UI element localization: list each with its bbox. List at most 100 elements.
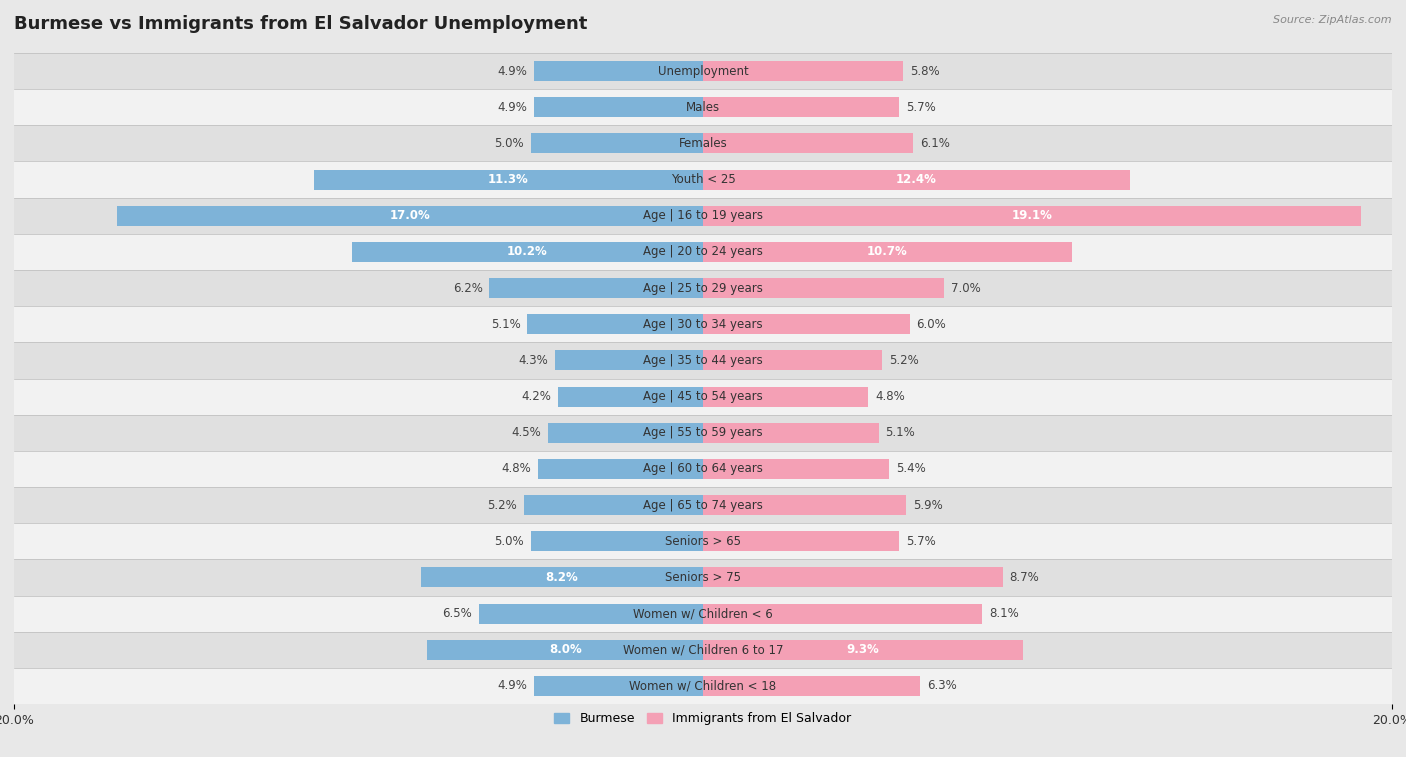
Text: Females: Females bbox=[679, 137, 727, 150]
Bar bbox=[14, 126, 1392, 161]
Bar bbox=[703, 133, 912, 154]
Bar bbox=[703, 603, 981, 624]
Text: 5.2%: 5.2% bbox=[488, 499, 517, 512]
Text: Unemployment: Unemployment bbox=[658, 64, 748, 77]
Bar bbox=[14, 53, 1392, 89]
Text: 8.7%: 8.7% bbox=[1010, 571, 1039, 584]
Bar bbox=[703, 495, 907, 515]
Text: Youth < 25: Youth < 25 bbox=[671, 173, 735, 186]
Text: 5.1%: 5.1% bbox=[491, 318, 520, 331]
Bar bbox=[703, 314, 910, 334]
Text: 5.8%: 5.8% bbox=[910, 64, 939, 77]
Bar bbox=[314, 170, 703, 189]
Text: 11.3%: 11.3% bbox=[488, 173, 529, 186]
Bar bbox=[427, 640, 703, 659]
Text: 9.3%: 9.3% bbox=[846, 643, 880, 656]
Text: Age | 65 to 74 years: Age | 65 to 74 years bbox=[643, 499, 763, 512]
Text: Women w/ Children < 18: Women w/ Children < 18 bbox=[630, 680, 776, 693]
Bar bbox=[703, 242, 1071, 262]
Text: 12.4%: 12.4% bbox=[896, 173, 936, 186]
Bar bbox=[14, 89, 1392, 126]
Bar bbox=[14, 668, 1392, 704]
Text: 4.9%: 4.9% bbox=[498, 680, 527, 693]
Bar bbox=[489, 278, 703, 298]
Text: 5.9%: 5.9% bbox=[912, 499, 943, 512]
Text: Seniors > 65: Seniors > 65 bbox=[665, 534, 741, 548]
Bar bbox=[703, 531, 900, 551]
Text: 5.0%: 5.0% bbox=[495, 534, 524, 548]
Text: 8.1%: 8.1% bbox=[988, 607, 1019, 620]
Bar bbox=[14, 161, 1392, 198]
Text: Women w/ Children 6 to 17: Women w/ Children 6 to 17 bbox=[623, 643, 783, 656]
Bar bbox=[14, 451, 1392, 487]
Text: 4.2%: 4.2% bbox=[522, 390, 551, 403]
Text: 6.0%: 6.0% bbox=[917, 318, 946, 331]
Bar bbox=[703, 568, 1002, 587]
Bar bbox=[14, 631, 1392, 668]
Text: Seniors > 75: Seniors > 75 bbox=[665, 571, 741, 584]
Bar bbox=[703, 387, 869, 407]
Bar bbox=[14, 559, 1392, 596]
Text: Women w/ Children < 6: Women w/ Children < 6 bbox=[633, 607, 773, 620]
Bar bbox=[534, 61, 703, 81]
Bar bbox=[14, 234, 1392, 270]
Bar bbox=[14, 342, 1392, 378]
Text: 4.5%: 4.5% bbox=[512, 426, 541, 439]
Text: 5.2%: 5.2% bbox=[889, 354, 918, 367]
Bar bbox=[527, 314, 703, 334]
Text: 7.0%: 7.0% bbox=[950, 282, 981, 294]
Bar bbox=[555, 350, 703, 370]
Text: Age | 35 to 44 years: Age | 35 to 44 years bbox=[643, 354, 763, 367]
Text: 8.2%: 8.2% bbox=[546, 571, 578, 584]
Bar bbox=[703, 350, 882, 370]
Bar bbox=[703, 98, 900, 117]
Text: 10.7%: 10.7% bbox=[868, 245, 908, 258]
Text: Age | 25 to 29 years: Age | 25 to 29 years bbox=[643, 282, 763, 294]
Bar bbox=[420, 568, 703, 587]
Text: Burmese vs Immigrants from El Salvador Unemployment: Burmese vs Immigrants from El Salvador U… bbox=[14, 15, 588, 33]
Bar bbox=[703, 640, 1024, 659]
Bar bbox=[703, 278, 945, 298]
Bar bbox=[548, 423, 703, 443]
Bar bbox=[703, 61, 903, 81]
Text: Age | 16 to 19 years: Age | 16 to 19 years bbox=[643, 209, 763, 223]
Text: 6.3%: 6.3% bbox=[927, 680, 956, 693]
Text: Age | 30 to 34 years: Age | 30 to 34 years bbox=[643, 318, 763, 331]
Bar bbox=[534, 676, 703, 696]
Text: 5.0%: 5.0% bbox=[495, 137, 524, 150]
Bar bbox=[14, 596, 1392, 631]
Bar bbox=[14, 523, 1392, 559]
Bar bbox=[537, 459, 703, 479]
Text: 8.0%: 8.0% bbox=[548, 643, 582, 656]
Text: 5.1%: 5.1% bbox=[886, 426, 915, 439]
Bar bbox=[534, 98, 703, 117]
Text: 19.1%: 19.1% bbox=[1011, 209, 1053, 223]
Bar bbox=[531, 133, 703, 154]
Text: 4.9%: 4.9% bbox=[498, 64, 527, 77]
Bar bbox=[117, 206, 703, 226]
Text: Age | 45 to 54 years: Age | 45 to 54 years bbox=[643, 390, 763, 403]
Text: 4.8%: 4.8% bbox=[875, 390, 905, 403]
Text: 17.0%: 17.0% bbox=[389, 209, 430, 223]
Bar bbox=[703, 423, 879, 443]
Text: 6.5%: 6.5% bbox=[443, 607, 472, 620]
Bar bbox=[14, 306, 1392, 342]
Bar bbox=[703, 206, 1361, 226]
Text: 5.7%: 5.7% bbox=[907, 534, 936, 548]
Text: 5.4%: 5.4% bbox=[896, 463, 925, 475]
Bar bbox=[14, 198, 1392, 234]
Text: Males: Males bbox=[686, 101, 720, 114]
Text: 4.3%: 4.3% bbox=[519, 354, 548, 367]
Bar bbox=[14, 378, 1392, 415]
Text: 6.1%: 6.1% bbox=[920, 137, 950, 150]
Text: Source: ZipAtlas.com: Source: ZipAtlas.com bbox=[1274, 15, 1392, 25]
Text: 4.9%: 4.9% bbox=[498, 101, 527, 114]
Bar bbox=[14, 415, 1392, 451]
Text: Age | 20 to 24 years: Age | 20 to 24 years bbox=[643, 245, 763, 258]
Bar bbox=[531, 531, 703, 551]
Bar bbox=[703, 459, 889, 479]
Text: 10.2%: 10.2% bbox=[508, 245, 548, 258]
Bar bbox=[479, 603, 703, 624]
Text: Age | 55 to 59 years: Age | 55 to 59 years bbox=[643, 426, 763, 439]
Text: 6.2%: 6.2% bbox=[453, 282, 482, 294]
